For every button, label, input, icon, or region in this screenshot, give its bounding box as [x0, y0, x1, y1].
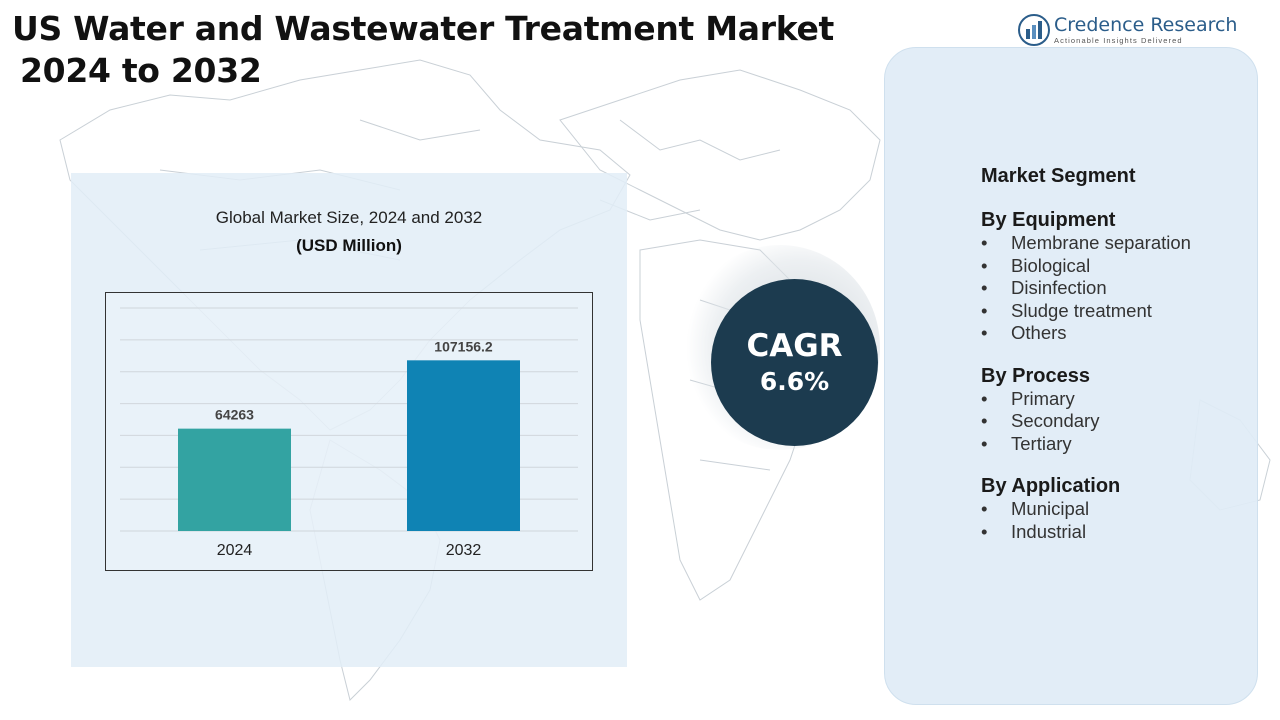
segment-list-item: Others — [981, 322, 1251, 345]
bar-2032 — [407, 360, 520, 531]
chart-panel: Global Market Size, 2024 and 2032 (USD M… — [71, 173, 627, 667]
segment-list-item: Sludge treatment — [981, 300, 1251, 323]
brand-tagline: Actionable Insights Delivered — [1054, 36, 1183, 45]
bar-chart: 64263 2024 107156.2 2032 — [120, 307, 578, 559]
segment-list-item: Municipal — [981, 498, 1251, 521]
brand-name: Credence Research — [1054, 14, 1238, 36]
segment-list: PrimarySecondaryTertiary — [981, 388, 1251, 456]
chart-title: Global Market Size, 2024 and 2032 — [215, 208, 483, 227]
bar-chart-logo-icon — [1018, 14, 1050, 46]
market-segment-panel: Market Segment By EquipmentMembrane sepa… — [884, 47, 1258, 705]
segment-group-title: By Equipment — [981, 209, 1116, 231]
title-line-2: 2024 to 2032 — [20, 51, 262, 90]
chart-frame: 64263 2024 107156.2 2032 — [105, 292, 593, 571]
data-label: 64263 — [215, 407, 254, 423]
bar-2024 — [178, 428, 291, 531]
segment-list: Membrane separationBiologicalDisinfectio… — [981, 232, 1251, 345]
cagr-label: CAGR — [746, 327, 843, 364]
segment-list-item: Secondary — [981, 410, 1251, 433]
segment-list-item: Biological — [981, 255, 1251, 278]
segment-group-title: By Application — [981, 475, 1121, 497]
segment-list-item: Membrane separation — [981, 232, 1251, 255]
title-line-1: US Water and Wastewater Treatment Market — [12, 9, 835, 48]
page-title: US Water and Wastewater Treatment Market… — [12, 8, 834, 92]
cagr-value: 6.6% — [759, 366, 830, 396]
segment-list-item: Primary — [981, 388, 1251, 411]
x-tick-label: 2024 — [217, 542, 253, 559]
segment-list-item: Disinfection — [981, 277, 1251, 300]
data-label: 107156.2 — [434, 338, 493, 354]
x-tick-label: 2032 — [446, 542, 482, 559]
segment-list-item: Tertiary — [981, 433, 1251, 456]
segment-list-item: Industrial — [981, 521, 1251, 544]
segment-content: Market Segment By EquipmentMembrane sepa… — [981, 164, 1251, 562]
segment-list: MunicipalIndustrial — [981, 498, 1251, 543]
segment-group-title: By Process — [981, 364, 1090, 387]
brand-logo[interactable]: Credence Research Actionable Insights De… — [1018, 14, 1237, 46]
chart-subtitle: (USD Million) — [296, 236, 402, 255]
cagr-badge: CAGR 6.6% — [711, 279, 878, 446]
segment-heading: Market Segment — [981, 165, 1136, 187]
